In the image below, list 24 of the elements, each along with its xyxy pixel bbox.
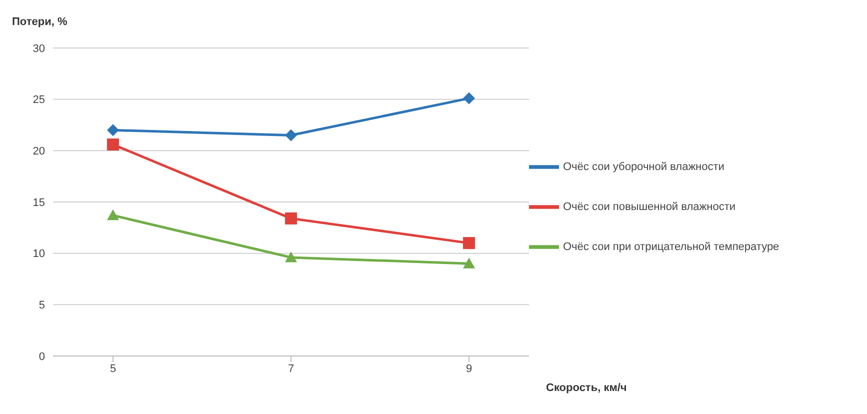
point <box>107 138 119 151</box>
y-tick-label: 5 <box>38 300 45 312</box>
point <box>285 251 297 262</box>
point <box>107 209 119 220</box>
y-tick-label: 10 <box>32 248 45 260</box>
x-axis-title: Скорость, км/ч <box>546 382 627 394</box>
y-tick-label: 25 <box>32 94 45 106</box>
legend-label: Очёс сои уборочной влажности <box>563 160 724 174</box>
legend-label: Очёс сои повышенной влажности <box>563 200 736 214</box>
y-tick-label: 30 <box>32 42 45 55</box>
y-tick-label: 0 <box>38 350 45 363</box>
x-tick-label: 7 <box>288 362 294 375</box>
point <box>463 92 475 104</box>
point <box>107 124 119 136</box>
x-tick-label: 5 <box>110 362 116 375</box>
legend-label: Очёс сои при отрицательной температуре <box>563 240 780 254</box>
point <box>463 237 475 250</box>
y-axis-title: Потери, % <box>12 16 68 28</box>
point <box>285 129 297 142</box>
x-tick-label: 9 <box>466 362 472 375</box>
y-tick-label: 20 <box>32 146 45 158</box>
point <box>285 212 297 224</box>
y-tick-label: 15 <box>32 196 45 209</box>
point <box>463 258 475 268</box>
